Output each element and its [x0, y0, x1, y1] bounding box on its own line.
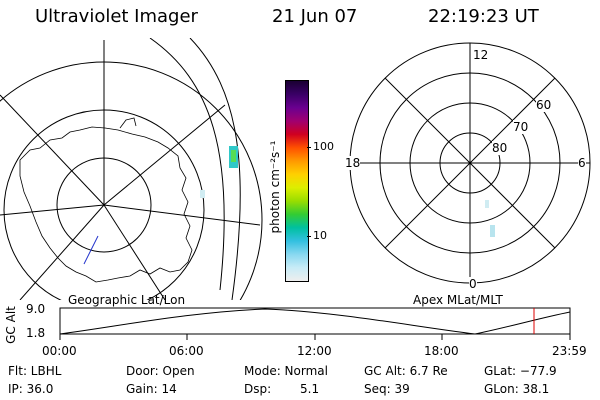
instrument-title: Ultraviolet Imager	[35, 6, 198, 27]
info-dsp-value: 5.1	[300, 382, 320, 396]
mlt-label-12: 12	[473, 48, 489, 62]
colorbar	[285, 80, 309, 282]
apex-polar-map	[349, 42, 591, 284]
info-door: Door: Open	[126, 364, 195, 378]
apex-map-label: Apex MLat/MLT	[413, 293, 503, 307]
info-seq: Seq: 39	[364, 382, 410, 396]
meridian-5	[19, 204, 105, 300]
info-glat: GLat: −77.9	[484, 364, 557, 378]
orbit-altitude-curve	[59, 308, 571, 335]
info-mode: Mode: Normal	[244, 364, 328, 378]
orbit-xtick-1: 06:00	[169, 344, 204, 358]
orbit-altitude-plot	[59, 307, 571, 340]
colorbar-tick-mark-10	[307, 236, 311, 237]
coastline-peninsula	[119, 117, 137, 129]
info-gain: Gain: 14	[126, 382, 177, 396]
colorbar-tick-mark-100	[307, 147, 311, 148]
info-ip: IP: 36.0	[8, 382, 54, 396]
colorbar-tick-100: 100	[313, 140, 334, 153]
longitude-arc-1	[149, 38, 225, 291]
mlat-label-70: 70	[513, 120, 529, 134]
colorbar-gradient	[286, 81, 308, 281]
orbit-ylabel: GC Alt	[3, 306, 18, 344]
aurora-patch-3	[200, 190, 205, 198]
orbit-xtick-3: 18:00	[424, 344, 459, 358]
apex-diagonal-2	[384, 77, 556, 249]
info-dsp-label: Dsp:	[244, 382, 272, 396]
mlat-label-60: 60	[536, 98, 552, 112]
aurora-patch-2	[231, 150, 236, 162]
apex-aurora-patch-2	[490, 225, 495, 237]
mlt-label-18: 18	[345, 156, 361, 170]
coastline	[19, 126, 193, 283]
orbit-xtick-2: 12:00	[297, 344, 332, 358]
geographic-map-label: Geographic Lat/Lon	[68, 293, 186, 307]
meridian-4	[0, 204, 105, 216]
meridian-6	[103, 204, 166, 300]
info-glon: GLon: 38.1	[484, 382, 550, 396]
observation-date: 21 Jun 07	[272, 6, 358, 27]
orbit-xtick-4: 23:59	[552, 344, 587, 358]
geographic-map	[0, 38, 263, 300]
meridian-1	[0, 94, 105, 206]
mlt-label-0: 0	[469, 277, 477, 291]
apex-aurora-patch-1	[485, 200, 489, 208]
track-line	[83, 235, 99, 265]
meridian-3	[103, 204, 261, 226]
mlat-label-80: 80	[492, 141, 508, 155]
orbit-ytick-top: 9.0	[26, 302, 46, 316]
info-gc-alt: GC Alt: 6.7 Re	[364, 364, 448, 378]
colorbar-tick-10: 10	[313, 229, 327, 242]
colorbar-unit-label: photon cm⁻²s⁻¹	[268, 140, 282, 234]
orbit-ytick-bottom: 1.8	[26, 326, 46, 340]
observation-time: 22:19:23 UT	[428, 6, 539, 27]
longitude-arc-2	[189, 38, 241, 300]
mlt-label-6: 6	[578, 156, 586, 170]
orbit-xtick-0: 00:00	[42, 344, 77, 358]
meridian-2	[103, 104, 226, 206]
info-filter: Flt: LBHL	[8, 364, 62, 378]
